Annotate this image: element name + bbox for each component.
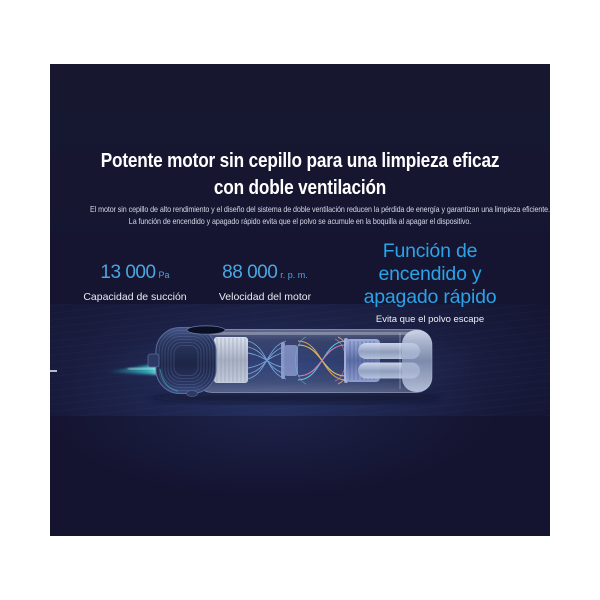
stat-suction-value: 13 000 Pa <box>70 262 200 286</box>
vacuum-xray-image <box>50 319 495 409</box>
feature-subtext: Evita que el polvo escape <box>375 314 485 325</box>
headline-line2: con doble ventilación <box>213 177 387 199</box>
stat-suction-unit: Pa <box>158 270 170 280</box>
stat-speed-label: Velocidad del motor <box>218 291 312 303</box>
feature-callout: Función de encendido y apagado rápido Ev… <box>350 240 510 326</box>
feature-heading-line3: apagado rápido <box>363 286 497 308</box>
nozzle-glow <box>105 363 162 375</box>
feature-heading: Función de encendido y apagado rápido <box>350 240 510 309</box>
stat-speed: 88 000 r. p. m. Velocidad del motor <box>200 262 330 303</box>
headline-line1: Potente motor sin cepillo para una limpi… <box>100 150 500 172</box>
end-cap <box>402 330 432 392</box>
stat-suction: 13 000 Pa Capacidad de succión <box>70 262 200 303</box>
feature-heading-line1: Función de <box>382 240 478 262</box>
stat-suction-label: Capacidad de succión <box>83 291 187 303</box>
subheadline-line2: La función de encendido y apagado rápido… <box>128 215 472 226</box>
stat-suction-number: 13 000 <box>100 262 156 283</box>
top-port <box>186 325 226 335</box>
stat-speed-unit: r. p. m. <box>280 270 308 280</box>
vacuum-dome <box>147 325 226 397</box>
subheadline-line1: El motor sin cepillo de alto rendimiento… <box>90 204 550 214</box>
promo-panel: Potente motor sin cepillo para una limpi… <box>50 64 550 536</box>
subheadline: El motor sin cepillo de alto rendimiento… <box>50 204 550 227</box>
headline: Potente motor sin cepillo para una limpi… <box>50 148 550 202</box>
bottom-bump <box>186 390 198 397</box>
stat-speed-number: 88 000 <box>222 262 278 283</box>
nozzle-clip <box>147 353 160 368</box>
feature-heading-line2: encendido y <box>378 263 482 285</box>
edge-artifact <box>50 370 57 372</box>
transparent-shell <box>195 329 433 393</box>
vacuum-xray-svg <box>90 325 495 404</box>
stat-speed-value: 88 000 r. p. m. <box>200 262 330 286</box>
exhaust-streaks <box>428 336 466 387</box>
